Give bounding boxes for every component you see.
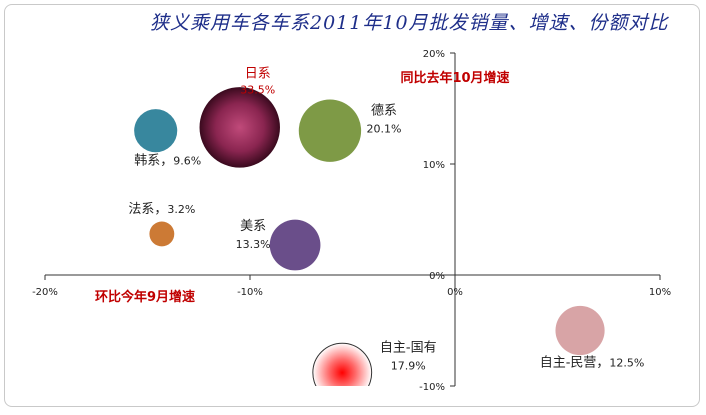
y-tick-label: -10% <box>419 382 445 393</box>
y-tick-label: 0% <box>429 271 445 282</box>
bubbles <box>134 87 605 386</box>
x-tick-label: 10% <box>649 287 671 298</box>
bubble-name: 德系 <box>371 104 397 119</box>
x-tick-label: -10% <box>237 287 263 298</box>
y-axis-title: 同比去年10月增速 <box>400 70 509 86</box>
bubble-share: 33.5% <box>240 83 275 96</box>
bubble <box>199 87 280 168</box>
axes: -20% -10% 0% 10% -10% 0% 10% 20% 环比今年9月增速 同比去年10月… <box>32 49 671 393</box>
bubble <box>149 221 175 247</box>
bubble <box>555 305 605 356</box>
bubble-name: 日系 <box>245 66 271 81</box>
bubble <box>269 219 321 271</box>
x-axis-title: 环比今年9月增速 <box>95 289 195 305</box>
bubble <box>312 342 373 386</box>
bubble-name: 自主-国有 <box>380 341 437 356</box>
y-tick-label: 10% <box>423 160 445 171</box>
bubble-share: 17.9% <box>391 360 426 373</box>
bubble-label: 自主-民营，12.5% <box>540 356 645 371</box>
bubble-name: 美系 <box>240 219 266 234</box>
bubble <box>134 109 178 153</box>
bubble <box>298 99 362 162</box>
bubble-share: 13.3% <box>236 238 271 251</box>
bubble-label: 韩系，9.6% <box>134 154 201 169</box>
x-tick-label: 0% <box>447 287 463 298</box>
bubble-share: 20.1% <box>366 123 401 136</box>
x-tick-label: -20% <box>32 287 58 298</box>
bubble-labels: 日系 33.5% 德系 20.1% 韩系，9.6% 法系，3.2% 美系 13.3% 自主-国有… <box>128 66 644 372</box>
bubble-label: 法系，3.2% <box>128 202 195 217</box>
y-tick-label: 20% <box>423 49 445 60</box>
chart-title: 狭义乘用车各车系2011年10月批发销量、增速、份额对比 <box>150 12 669 34</box>
